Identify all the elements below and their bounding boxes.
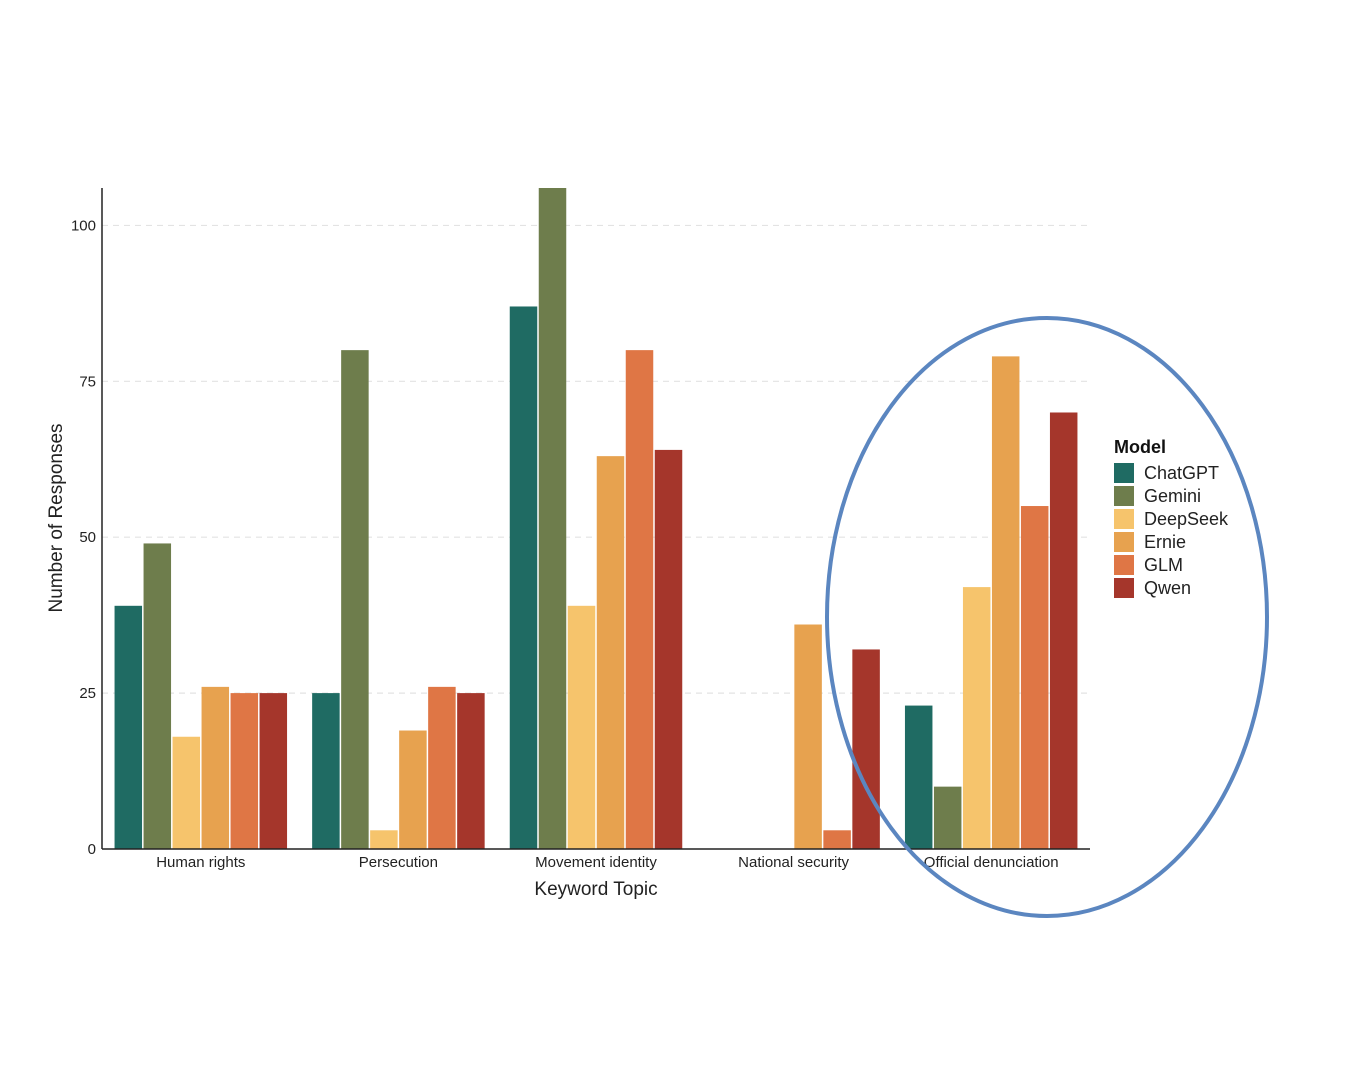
y-tick-label: 100 <box>71 217 96 234</box>
bar-qwen-3 <box>852 649 880 849</box>
y-tick-label: 0 <box>88 841 96 858</box>
bar-qwen-4 <box>1049 412 1078 849</box>
x-tick-label: Movement identity <box>535 854 657 871</box>
legend-label-deepseek: DeepSeek <box>1144 509 1229 529</box>
legend-swatch-qwen <box>1114 578 1134 598</box>
bar-ernie-1 <box>399 730 427 849</box>
bar-deepseek-2 <box>567 605 596 849</box>
bar-chatgpt-2 <box>509 306 538 849</box>
legend-label-ernie: Ernie <box>1144 532 1186 552</box>
y-axis-title: Number of Responses <box>46 423 67 612</box>
bar-gemini-0 <box>143 543 172 849</box>
bar-chatgpt-4 <box>904 705 933 849</box>
bar-gemini-1 <box>341 350 369 849</box>
x-tick-label: National security <box>738 854 849 871</box>
bar-deepseek-1 <box>370 830 398 849</box>
y-tick-label: 25 <box>79 685 96 702</box>
bar-qwen-1 <box>457 693 485 849</box>
bar-deepseek-4 <box>962 587 991 849</box>
bar-chatgpt-0 <box>114 605 143 849</box>
y-tick-label: 50 <box>79 529 96 546</box>
legend-title: Model <box>1114 437 1166 457</box>
bar-gemini-4 <box>933 786 962 849</box>
bar-glm-1 <box>428 686 456 849</box>
bar-ernie-2 <box>596 456 625 849</box>
x-tick-label: Official denunciation <box>924 854 1059 871</box>
legend-label-gemini: Gemini <box>1144 486 1201 506</box>
bar-ernie-0 <box>201 686 230 849</box>
axes <box>101 188 1090 850</box>
bars <box>114 188 1078 849</box>
bar-gemini-2 <box>538 188 567 849</box>
bar-glm-2 <box>625 350 654 849</box>
legend-label-chatgpt: ChatGPT <box>1144 463 1219 483</box>
y-tick-labels: 0 25 50 75 100 <box>71 217 96 858</box>
legend-label-qwen: Qwen <box>1144 578 1191 598</box>
bar-deepseek-0 <box>172 736 201 849</box>
legend-swatch-ernie <box>1114 532 1134 552</box>
bar-glm-3 <box>823 830 851 849</box>
x-axis-title: Keyword Topic <box>534 879 657 900</box>
legend-swatch-gemini <box>1114 486 1134 506</box>
bar-glm-4 <box>1020 506 1049 849</box>
bar-ernie-4 <box>991 356 1020 849</box>
x-tick-labels: Human rights Persecution Movement identity… <box>156 854 1058 871</box>
legend: Model ChatGPT Gemini DeepSeek Ernie GLM Qwen <box>1114 437 1229 598</box>
gridlines <box>102 224 1090 694</box>
legend-label-glm: GLM <box>1144 555 1183 575</box>
highlight-ellipse <box>825 316 1269 918</box>
bar-ernie-3 <box>794 624 822 849</box>
x-tick-label: Persecution <box>359 854 438 871</box>
bar-qwen-0 <box>259 693 288 849</box>
bar-chatgpt-1 <box>312 693 340 849</box>
legend-swatch-deepseek <box>1114 509 1134 529</box>
y-tick-label: 75 <box>79 373 96 390</box>
bar-glm-0 <box>230 693 259 849</box>
legend-items: ChatGPT Gemini DeepSeek Ernie GLM Qwen <box>1114 463 1229 598</box>
legend-swatch-chatgpt <box>1114 463 1134 483</box>
bar-qwen-2 <box>654 449 683 849</box>
x-tick-label: Human rights <box>156 854 245 871</box>
legend-swatch-glm <box>1114 555 1134 575</box>
